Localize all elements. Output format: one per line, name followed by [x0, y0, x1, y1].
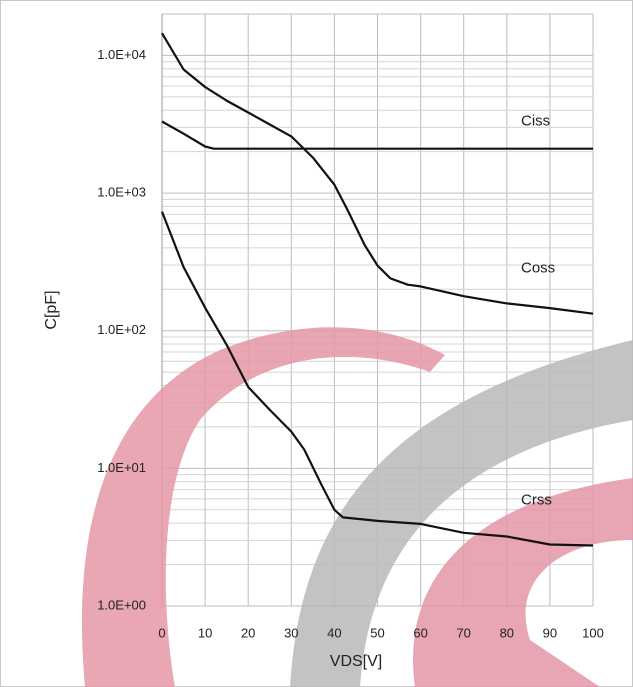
series-label: Crss [521, 491, 552, 508]
x-tick-label: 60 [413, 625, 427, 640]
x-tick-label: 40 [327, 625, 341, 640]
x-tick-label: 100 [582, 625, 604, 640]
x-tick-label: 0 [158, 625, 165, 640]
x-axis-title: VDS[V] [330, 653, 382, 670]
x-tick-label: 10 [198, 625, 212, 640]
y-tick-label: 1.0E+04 [97, 47, 146, 62]
y-tick-label: 1.0E+03 [97, 185, 146, 200]
x-tick-label: 80 [500, 625, 514, 640]
y-tick-label: 1.0E+01 [97, 460, 146, 475]
series-label: Ciss [521, 113, 550, 130]
x-tick-label: 70 [456, 625, 470, 640]
y-tick-label: 1.0E+00 [97, 597, 146, 612]
y-axis-title: C[pF] [43, 290, 60, 329]
x-tick-label: 30 [284, 625, 298, 640]
series-label: Coss [521, 260, 555, 277]
x-tick-label: 90 [543, 625, 557, 640]
x-tick-label: 50 [370, 625, 384, 640]
chart: 0 10 20 30 40 50 60 70 80 90 100 1.0E+04 1.0E+03 1.0E… [0, 0, 633, 687]
x-tick-label: 20 [241, 625, 255, 640]
y-tick-label: 1.0E+02 [97, 322, 146, 337]
